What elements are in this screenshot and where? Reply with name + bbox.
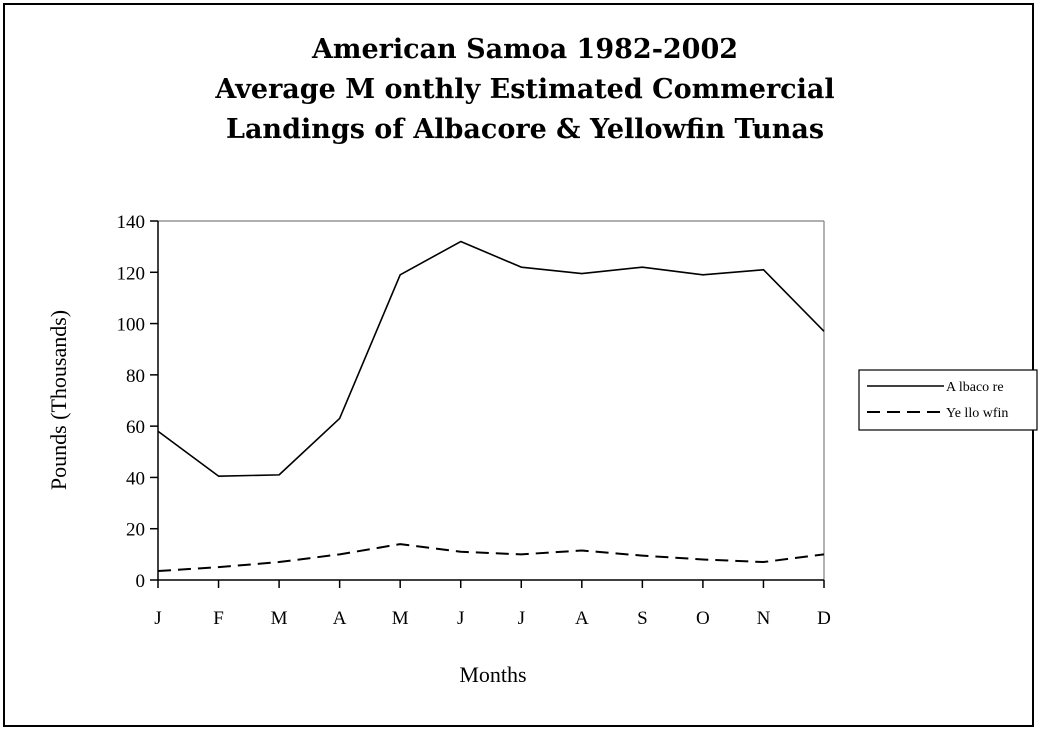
series-line-yellowfin [157, 543, 825, 573]
tick-group: 0 20 40 60 80 100 120 140 J F M A M J J A S O N D [117, 212, 831, 629]
chart-title: American Samoa 1982-2002 Average M onthl… [0, 30, 1038, 150]
y-tick-label: 0 [136, 571, 146, 592]
series-line-albacore [157, 240, 825, 477]
x-tick-label: O [696, 608, 710, 629]
legend-box [858, 369, 1038, 431]
y-axis-title: Pounds (Thousands) [46, 310, 71, 490]
x-axis-title: Months [459, 662, 526, 687]
legend-label: Ye llo wfin [946, 406, 1008, 421]
plot-area [157, 220, 825, 581]
y-tick-label: 80 [126, 366, 145, 387]
chart-title-line-2: Average M onthly Estimated Commercial [215, 74, 835, 105]
series-group [157, 240, 825, 573]
x-tick-label: A [575, 608, 589, 629]
x-tick-label: J [518, 608, 525, 629]
y-tick-label: 140 [117, 212, 146, 233]
x-tick-label: M [271, 608, 288, 629]
y-tick-label: 60 [126, 417, 145, 438]
chart-title-line-3: Landings of Albacore & Yellowfin Tunas [225, 114, 825, 145]
x-tick-label: A [333, 608, 347, 629]
y-tick-label: 40 [126, 468, 145, 489]
y-tick-label: 20 [126, 520, 145, 541]
x-tick-label: F [213, 608, 224, 629]
x-tick-label: N [757, 608, 771, 629]
chart-frame [3, 3, 1034, 727]
x-tick-label: D [817, 608, 831, 629]
x-tick-label: S [637, 608, 648, 629]
x-tick-label: J [154, 608, 161, 629]
y-tick-label: 120 [117, 263, 146, 284]
legend: A lbaco re Ye llo wfin [858, 369, 1038, 431]
x-tick-label: M [392, 608, 409, 629]
chart-title-line-1: American Samoa 1982-2002 [311, 34, 739, 65]
legend-label: A lbaco re [946, 380, 1004, 395]
y-tick-label: 100 [117, 315, 146, 336]
x-tick-label: J [457, 608, 464, 629]
